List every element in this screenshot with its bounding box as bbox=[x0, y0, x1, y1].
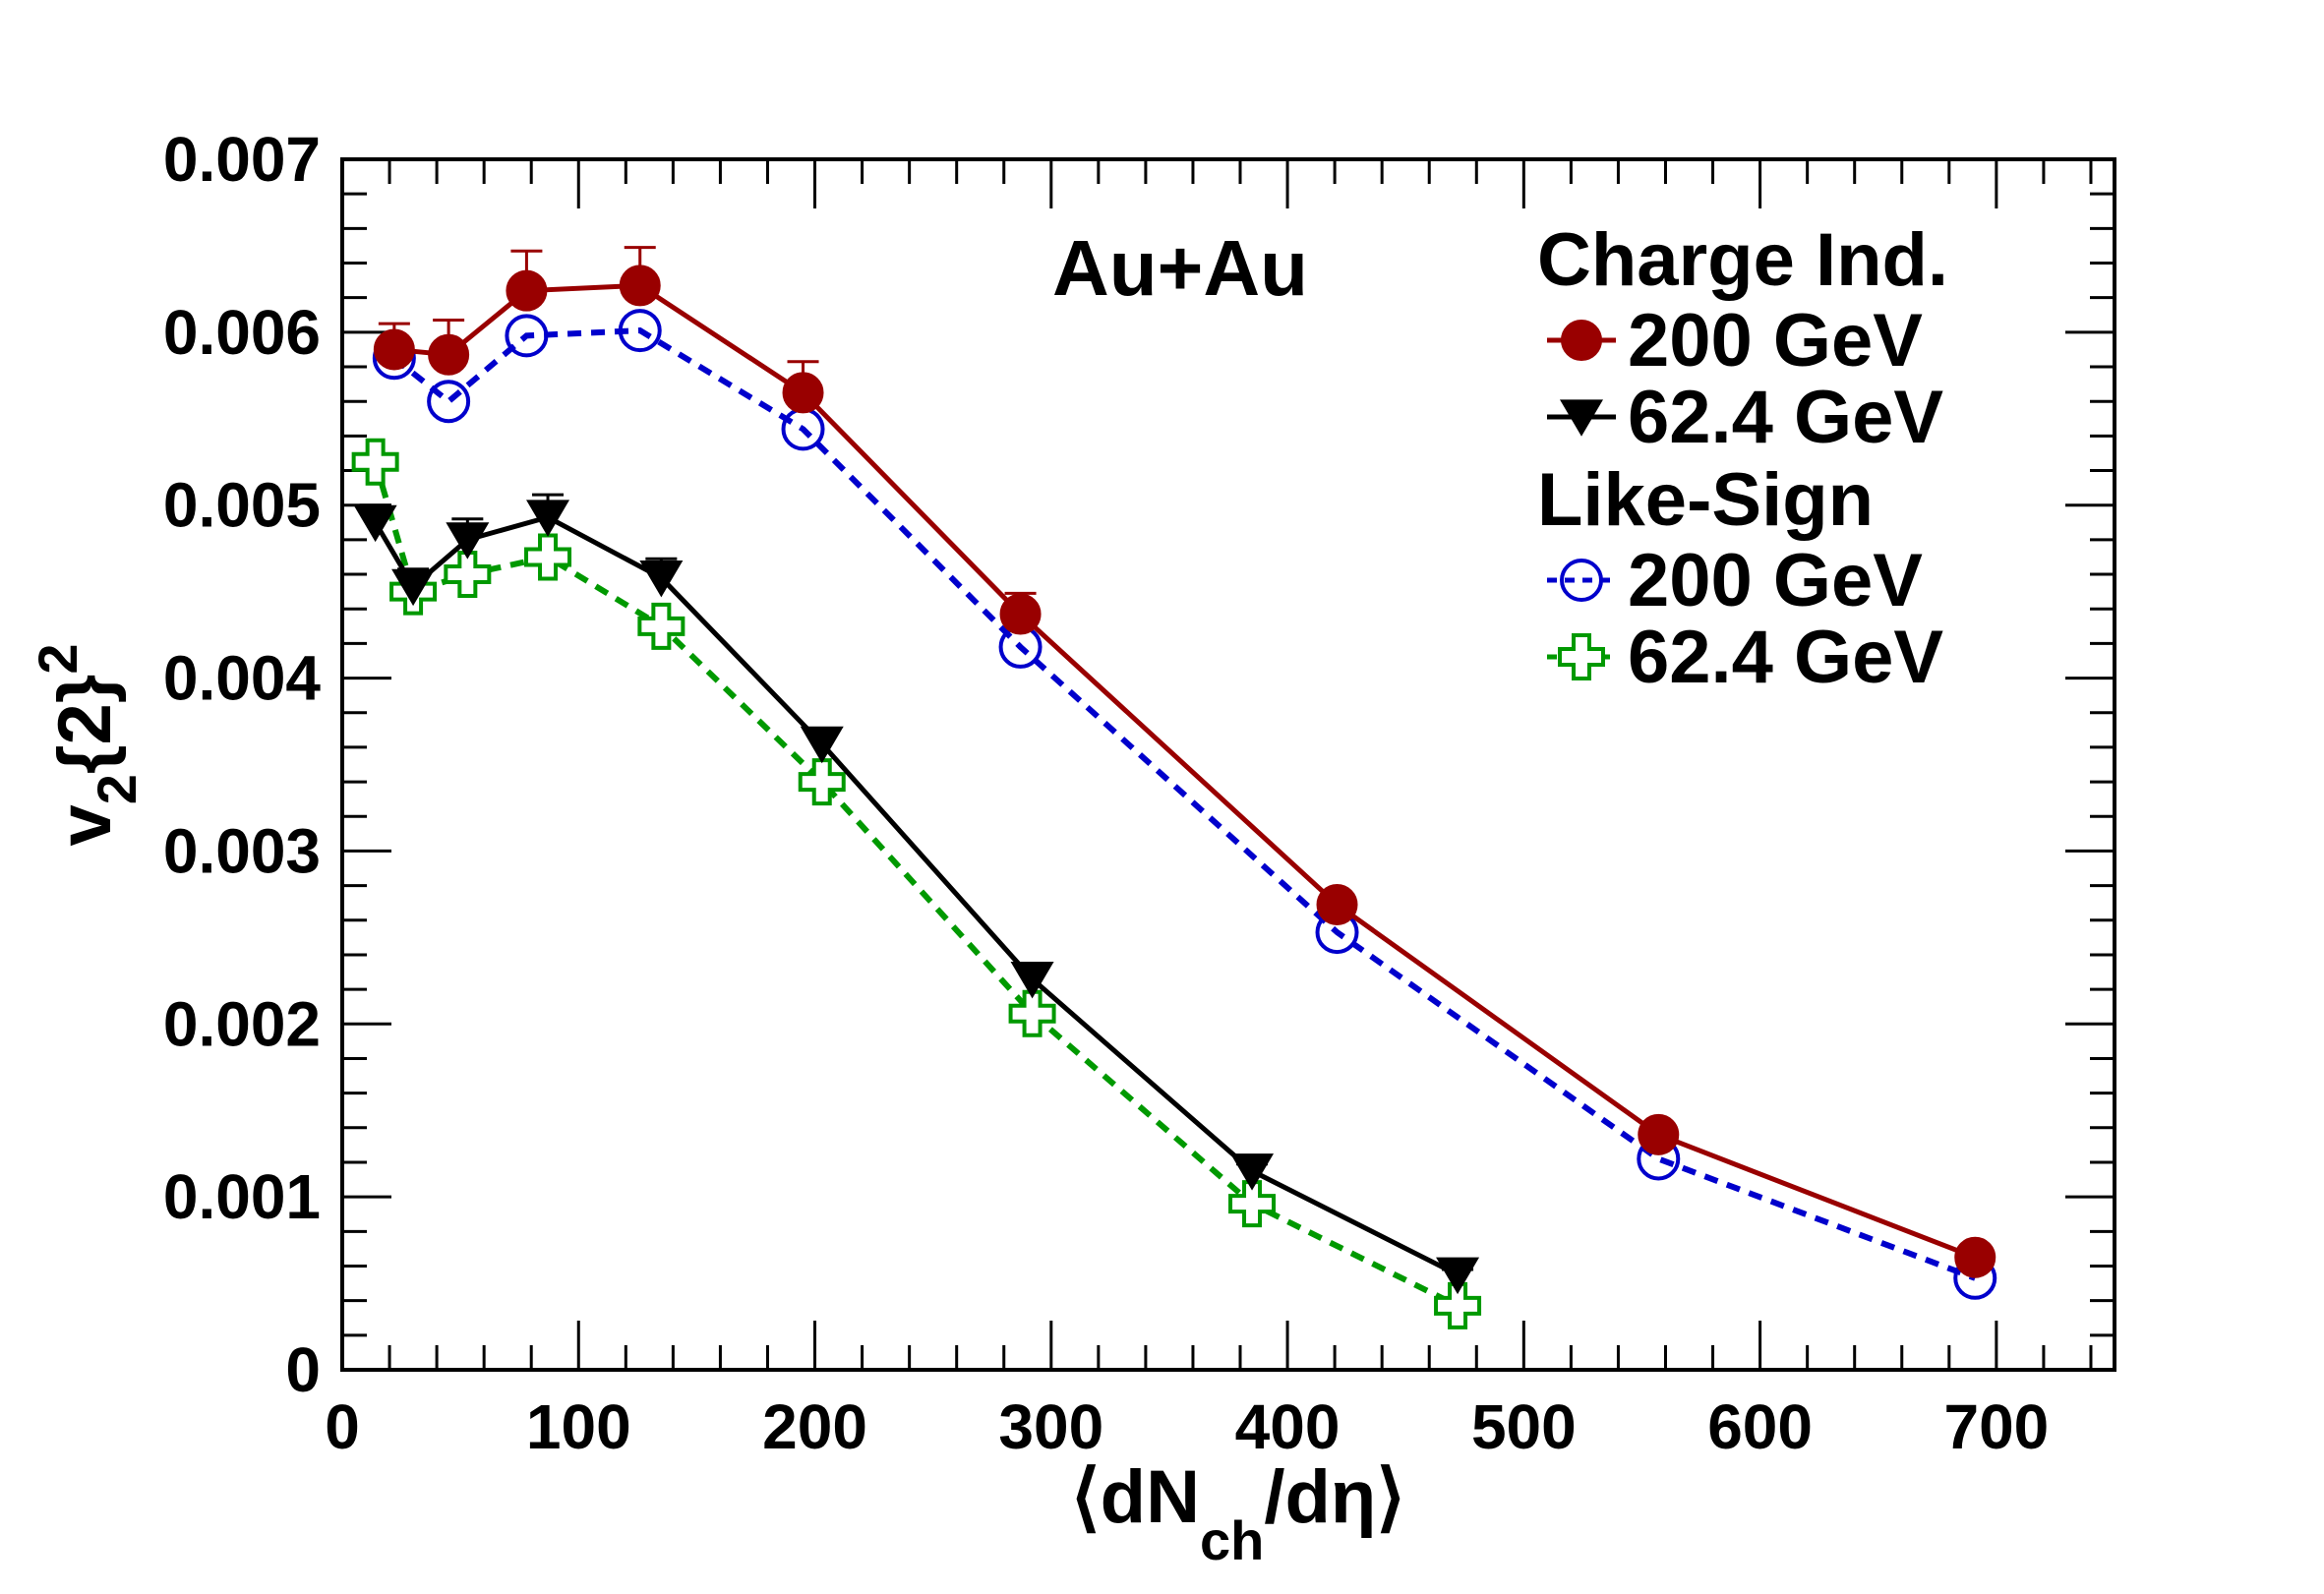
legend-swatch-marker bbox=[1560, 399, 1603, 437]
x-tick-label: 300 bbox=[998, 1391, 1103, 1462]
axis-ticks bbox=[340, 157, 2115, 1372]
data-point bbox=[428, 333, 470, 376]
plot-area bbox=[351, 246, 1997, 1329]
x-tick-label: 400 bbox=[1235, 1391, 1341, 1462]
y-tick-label: 0.004 bbox=[163, 643, 322, 714]
data-point bbox=[1316, 883, 1358, 925]
legend-label: 62.4 GeV bbox=[1628, 616, 1943, 699]
y-tick-label: 0.002 bbox=[163, 988, 321, 1059]
data-point bbox=[524, 533, 572, 581]
data-point bbox=[1434, 1281, 1482, 1329]
x-tick-label: 0 bbox=[325, 1391, 360, 1462]
x-tick-label: 100 bbox=[526, 1391, 631, 1462]
data-point bbox=[427, 380, 471, 424]
data-point bbox=[373, 328, 415, 371]
y-axis-title-superscript: 2 bbox=[27, 643, 89, 674]
data-point bbox=[618, 309, 662, 353]
y-tick-label: 0.007 bbox=[163, 124, 321, 195]
y-tick-label: 0.001 bbox=[163, 1161, 321, 1232]
data-point bbox=[1008, 989, 1056, 1037]
data-point bbox=[639, 560, 684, 598]
y-tick-label: 0.005 bbox=[163, 470, 321, 541]
legend-label: 200 GeV bbox=[1628, 299, 1923, 383]
y-tick-label: 0 bbox=[285, 1334, 321, 1405]
y-axis-title-subscript: 2 bbox=[86, 774, 148, 804]
y-tick-label: 0.003 bbox=[163, 815, 321, 886]
series-line bbox=[391, 327, 1977, 1281]
data-point bbox=[1954, 1236, 1996, 1278]
series-0 bbox=[373, 246, 1996, 1278]
data-point bbox=[446, 522, 490, 560]
x-axis-title: ⟨dNch/dη⟩ bbox=[1071, 1455, 1405, 1571]
data-point bbox=[798, 758, 846, 806]
data-point bbox=[351, 438, 399, 486]
data-point bbox=[1436, 1257, 1480, 1295]
legend-heading: Charge Ind. bbox=[1537, 218, 1948, 302]
x-axis-title-main: ⟨dN bbox=[1071, 1455, 1200, 1539]
x-tick-labels: 0 100 200 300 400 500 600 700 bbox=[325, 1391, 2049, 1462]
plot-frame bbox=[340, 157, 2116, 1372]
x-axis-title-rest: /dη⟩ bbox=[1264, 1455, 1405, 1539]
data-point bbox=[782, 372, 824, 414]
x-tick-label: 600 bbox=[1707, 1391, 1813, 1462]
series-3 bbox=[351, 438, 1482, 1329]
chart-annotation: Au+Au bbox=[1052, 224, 1308, 312]
legend-label: 62.4 GeV bbox=[1628, 376, 1943, 459]
data-point bbox=[637, 602, 685, 650]
data-point bbox=[619, 265, 661, 307]
data-point bbox=[391, 568, 436, 607]
y-tick-label: 0.006 bbox=[163, 297, 321, 368]
data-point bbox=[999, 593, 1042, 635]
data-point bbox=[444, 551, 492, 599]
x-axis-title-subscript: ch bbox=[1200, 1509, 1264, 1571]
series-1 bbox=[353, 493, 1480, 1295]
data-point bbox=[1230, 1153, 1275, 1191]
x-tick-label: 200 bbox=[762, 1391, 867, 1462]
data-point bbox=[1010, 961, 1054, 999]
data-point bbox=[526, 500, 570, 537]
legend-heading: Like-Sign bbox=[1537, 458, 1874, 542]
legend-swatch-marker bbox=[1560, 559, 1603, 602]
legend-swatch-marker bbox=[1561, 320, 1602, 361]
y-axis-title-main: v bbox=[43, 804, 127, 846]
data-point bbox=[506, 269, 548, 312]
y-axis-title: v2{2}2 bbox=[27, 643, 148, 846]
y-tick-labels: 0 0.001 0.002 0.003 0.004 0.005 0.006 0.007 bbox=[163, 124, 322, 1405]
x-tick-label: 700 bbox=[1943, 1391, 2049, 1462]
data-point bbox=[1228, 1180, 1277, 1228]
legend-swatch-marker bbox=[1558, 633, 1605, 680]
data-point bbox=[505, 314, 549, 358]
data-point bbox=[353, 504, 397, 543]
data-point bbox=[800, 726, 844, 764]
x-tick-label: 500 bbox=[1471, 1391, 1577, 1462]
data-point bbox=[1638, 1113, 1680, 1155]
y-axis-title-mid: {2} bbox=[43, 675, 127, 774]
legend-label: 200 GeV bbox=[1628, 539, 1923, 622]
